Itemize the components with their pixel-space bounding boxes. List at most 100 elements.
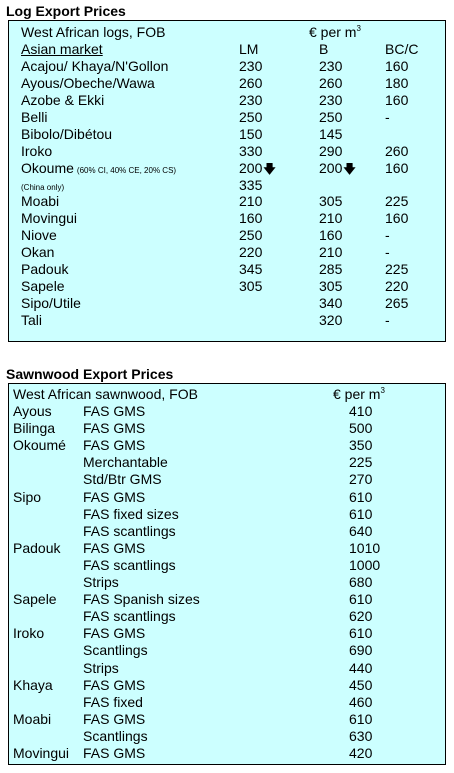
sawnwood-row: Padouk FAS GMS 1010	[9, 540, 445, 557]
sawnwood-description: West African sawnwood, FOB	[13, 386, 198, 402]
species-name: Khaya	[13, 676, 53, 693]
sawnwood-price: 610	[349, 625, 373, 642]
sawnwood-price: 410	[349, 403, 373, 419]
log-row: Moabi 210 305 225	[9, 193, 445, 210]
species-name: Iroko	[21, 143, 53, 159]
log-row: Azobe & Ekki 230 230 160	[9, 92, 445, 109]
b-price: 320	[319, 312, 343, 328]
b-price: 260	[319, 75, 343, 91]
grade-label: FAS scantlings	[83, 556, 176, 573]
bcc-price: 260	[385, 143, 409, 159]
bcc-price: -	[385, 227, 390, 243]
log-row: Okoume (60% CI, 40% CE, 20% CS) 200🡇 200🡇 16…	[9, 160, 445, 177]
grade-label: FAS GMS	[83, 420, 146, 437]
lm-price: 260	[239, 75, 263, 91]
lm-price: 345	[239, 261, 263, 277]
sawnwood-price: 225	[349, 454, 373, 471]
species-name: Sapele	[21, 278, 65, 294]
grade-label: FAS GMS	[83, 625, 146, 642]
log-row: Belli 250 250 -	[9, 109, 445, 126]
species-name: Padouk	[13, 539, 61, 556]
bcc-price: -	[385, 312, 390, 328]
species-name: Iroko	[13, 625, 45, 642]
sawnwood-row: Okoumé FAS GMS 350	[9, 437, 445, 454]
sawnwood-price: 620	[349, 608, 373, 625]
species-name: Okoume (60% CI, 40% CE, 20% CS)	[21, 160, 177, 176]
sawnwood-row: Iroko FAS GMS 610	[9, 625, 445, 642]
species-name: Okoumé	[13, 437, 66, 454]
grade-label: FAS GMS	[83, 488, 146, 505]
sawnwood-row: Sipo FAS GMS 610	[9, 489, 445, 506]
species-name: Okan	[21, 244, 55, 260]
grade-label: Scantlings	[83, 642, 148, 659]
bcc-price: 220	[385, 278, 409, 294]
sawnwood-price: 630	[349, 727, 373, 744]
sawnwood-price: 610	[349, 488, 373, 505]
b-price: 285	[319, 261, 343, 277]
sawnwood-price: 350	[349, 437, 373, 454]
sawnwood-row: Scantlings 690	[9, 642, 445, 659]
log-column-header-row: Asian market LM B BC/C	[9, 41, 445, 58]
lm-price: 230	[239, 92, 263, 108]
log-prices-table: West African logs, FOB € per m3 Asian ma…	[8, 20, 446, 342]
log-export-title: Log Export Prices	[6, 3, 126, 19]
sawnwood-price: 610	[349, 710, 373, 727]
sawnwood-price: 270	[349, 471, 373, 488]
species-name: Niove	[21, 227, 57, 243]
sawnwood-row: Sapele FAS Spanish sizes 610	[9, 591, 445, 608]
sawnwood-row: FAS fixed 460	[9, 694, 445, 711]
sawnwood-row: FAS scantlings 640	[9, 523, 445, 540]
sawnwood-row: Std/Btr GMS 270	[9, 471, 445, 488]
sawnwood-export-title: Sawnwood Export Prices	[6, 366, 174, 382]
sawnwood-price: 640	[349, 522, 373, 539]
grade-label: FAS fixed	[83, 693, 143, 710]
sawnwood-prices-table: West African sawnwood, FOB € per m3 Ayou…	[8, 383, 446, 765]
bcc-price: 265	[385, 295, 409, 311]
sawnwood-row: Khaya FAS GMS 450	[9, 677, 445, 694]
log-row: Niove 250 160 -	[9, 227, 445, 244]
sawnwood-price: 460	[349, 693, 373, 710]
lm-price: 160	[239, 210, 263, 226]
col-bcc-header: BC/C	[385, 41, 419, 57]
b-price: 210	[319, 210, 343, 226]
species-name: Sipo	[13, 488, 42, 505]
log-row: Okan 220 210 -	[9, 244, 445, 261]
grade-label: FAS Spanish sizes	[83, 591, 200, 608]
sawnwood-price: 610	[349, 505, 373, 522]
species-name: Sipo/Utile	[21, 295, 81, 311]
sawnwood-row: Moabi FAS GMS 610	[9, 711, 445, 728]
sawnwood-row: Merchantable 225	[9, 454, 445, 471]
lm-price: 250	[239, 109, 263, 125]
b-price: 305	[319, 278, 343, 294]
bcc-price: -	[385, 244, 390, 260]
log-row: Padouk 345 285 225	[9, 261, 445, 278]
b-price: 250	[319, 109, 343, 125]
species-name: Ayous	[13, 403, 52, 419]
species-name: Tali	[21, 312, 43, 328]
bcc-price: 160	[385, 210, 409, 226]
b-price: 160	[319, 227, 343, 243]
lm-price: 230	[239, 58, 263, 74]
sawnwood-price: 1000	[349, 556, 381, 573]
grade-label: FAS GMS	[83, 437, 146, 454]
sawnwood-row: Strips 440	[9, 660, 445, 677]
grade-label: FAS scantlings	[83, 608, 176, 625]
sawnwood-header-row: West African sawnwood, FOB € per m3	[9, 386, 445, 403]
grade-label: FAS fixed sizes	[83, 505, 179, 522]
species-name: Ayous/Obeche/Wawa	[21, 75, 155, 91]
b-price: 145	[319, 126, 343, 142]
species-name: (China only)	[21, 183, 65, 192]
grade-label: FAS GMS	[83, 676, 146, 693]
grade-label: FAS GMS	[83, 745, 146, 761]
lm-price: 150	[239, 126, 263, 142]
sawnwood-row: Movingui FAS GMS 420	[9, 745, 445, 762]
species-name: Movingui	[13, 745, 70, 761]
down-arrow-icon: 🡇	[343, 162, 356, 176]
species-name: Moabi	[21, 193, 60, 209]
b-price: 340	[319, 295, 343, 311]
b-price: 290	[319, 143, 343, 159]
species-name: Bilinga	[13, 420, 56, 437]
bcc-price: 160	[385, 92, 409, 108]
lm-price: 200🡇	[239, 160, 276, 176]
sawnwood-row: FAS scantlings 620	[9, 608, 445, 625]
